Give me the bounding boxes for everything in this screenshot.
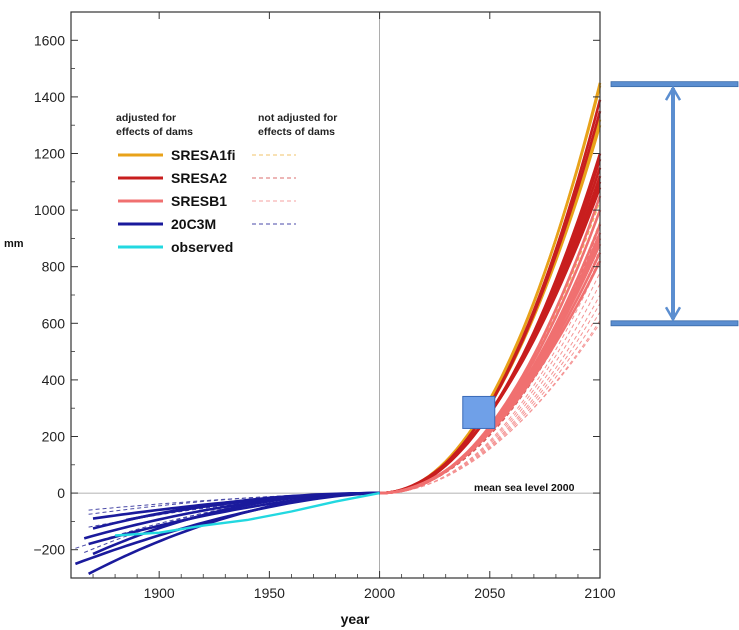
- legend-header-adjusted: adjusted for effects of dams: [116, 112, 193, 138]
- y-tick-label: 1600: [34, 32, 65, 48]
- overlays: [462, 81, 739, 429]
- range-bar-bottom: [610, 320, 739, 327]
- series-observed-line: [115, 491, 380, 537]
- x-tick-label: 2100: [584, 585, 615, 601]
- marker-square: [462, 395, 496, 429]
- series-sresa2-dashed-line: [379, 238, 601, 494]
- x-tick-label: 1900: [144, 585, 175, 601]
- y-tick-label: −200: [33, 542, 65, 558]
- legend-label-observed: observed: [171, 239, 233, 255]
- y-tick-label: 1400: [34, 89, 65, 105]
- series-sresb1-solid-line: [379, 237, 602, 495]
- axes: 1900 1950 2000 2050 2100 −200 0 200 400 600 800 100…: [33, 11, 616, 601]
- series-sresb1-dashed-line: [379, 260, 601, 494]
- y-tick-label: 600: [42, 315, 66, 331]
- legend-label-sresa2: SRESA2: [171, 170, 227, 186]
- legend-label-sresa1fi: SRESA1fi: [171, 147, 236, 163]
- annotation-mean-sea-level: mean sea level 2000: [474, 482, 575, 494]
- y-tick-label: 0: [57, 485, 65, 501]
- y-tick-label: 1000: [34, 202, 65, 218]
- legend-label-sresb1: SRESB1: [171, 193, 227, 209]
- y-tick-label: 1200: [34, 146, 65, 162]
- legend: adjusted for effects of dams not adjusted…: [116, 112, 337, 255]
- x-axis-label: year: [341, 611, 370, 627]
- series-sresb1-solid-line: [379, 260, 602, 495]
- x-tick-label: 2000: [364, 585, 395, 601]
- y-axis-label: mm: [4, 238, 24, 250]
- series-20c3m-solid-line: [125, 491, 380, 522]
- y-tick-label: 200: [42, 429, 66, 445]
- y-tick-label: 400: [42, 372, 66, 388]
- series-sresb1-solid-line: [379, 252, 602, 495]
- x-tick-label: 2050: [474, 585, 505, 601]
- legend-label-20c3m: 20C3M: [171, 216, 216, 232]
- range-arrow-head-bottom: [664, 306, 682, 322]
- x-tick-label: 1950: [254, 585, 285, 601]
- range-bar-top: [610, 81, 739, 88]
- legend-header-not-adjusted: not adjusted for effects of dams: [258, 112, 337, 138]
- range-arrow-head-top: [664, 85, 682, 101]
- y-tick-label: 800: [42, 259, 66, 275]
